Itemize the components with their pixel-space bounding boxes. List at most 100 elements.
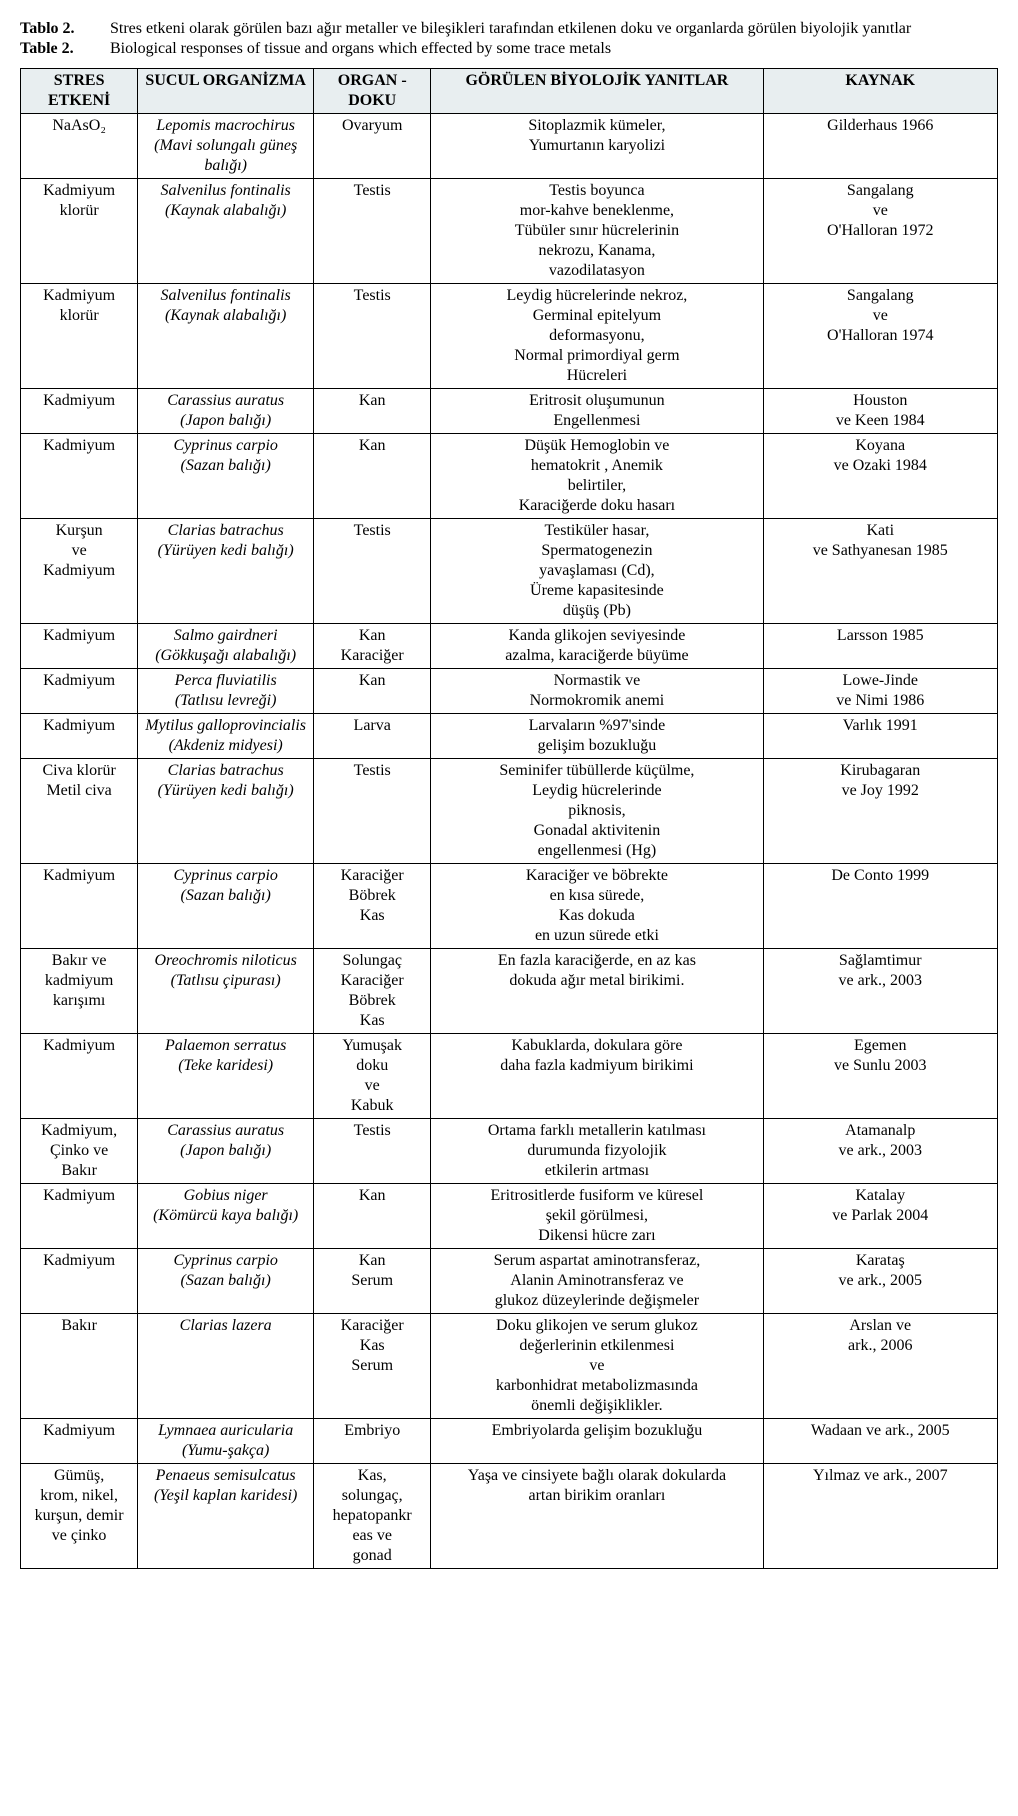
cell-organism: Palaemon serratus(Teke karidesi) (138, 1034, 314, 1119)
organism-common: (Mavi solungalı güneş balığı) (154, 137, 297, 174)
organism-scientific: Carassius auratus (167, 392, 284, 409)
cell-stress: KurşunveKadmiyum (21, 519, 138, 624)
column-header: KAYNAK (763, 69, 998, 114)
table-row: Kadmiyum klorür Salvenilus fontinalis (Kay… (21, 179, 998, 284)
cell-organ: KanSerum (314, 1249, 431, 1314)
table-header-row: STRES ETKENİSUCUL ORGANİZMAORGAN - DOKUG… (21, 69, 998, 114)
table-row: KadmiyumSalmo gairdneri(Gökkuşağı alabal… (21, 624, 998, 669)
organism-scientific: Oreochromis niloticus (154, 952, 296, 969)
column-header: GÖRÜLEN BİYOLOJİK YANITLAR (431, 69, 763, 114)
cell-response: Sitoplazmik kümeler,Yumurtanın karyolizi (431, 114, 763, 179)
cell-organ: Kan (314, 669, 431, 714)
cell-response: Karaciğer ve böbrekteen kısa sürede,Kas … (431, 864, 763, 949)
cell-organ: KaraciğerKasSerum (314, 1314, 431, 1419)
table-row: KadmiyumPerca fluviatilis(Tatlısu levreğ… (21, 669, 998, 714)
table-head: STRES ETKENİSUCUL ORGANİZMAORGAN - DOKUG… (21, 69, 998, 114)
cell-stress: Kadmiyum (21, 434, 138, 519)
organism-scientific: Cyprinus carpio (173, 867, 277, 884)
cell-organ: Ovaryum (314, 114, 431, 179)
table-row: NaAsO₂ Lepomis macrochirus (Mavi solungalı… (21, 114, 998, 179)
organism-common: (Tatlısu levreği) (175, 692, 276, 709)
organism-common: (Kaynak alabalığı) (165, 202, 286, 219)
cell-organ: YumuşakdokuveKabuk (314, 1034, 431, 1119)
cell-stress: Kadmiyum (21, 1249, 138, 1314)
table-row: Kadmiyum Cyprinus carpio (Sazan balığı) Kan… (21, 1249, 998, 1314)
cell-source: Houstonve Keen 1984 (763, 389, 998, 434)
cell-stress: Kadmiyum klorür (21, 179, 138, 284)
cell-stress: NaAsO₂ (21, 114, 138, 179)
caption-label: Table 2. (20, 40, 110, 58)
column-header: ORGAN - DOKU (314, 69, 431, 114)
cell-organ: Embriyo (314, 1419, 431, 1464)
cell-response: Eritrosit oluşumununEngellenmesi (431, 389, 763, 434)
cell-organism: Salvenilus fontinalis (Kaynak alabalığı) (138, 179, 314, 284)
cell-response: Embriyolarda gelişim bozukluğu (431, 1419, 763, 1464)
cell-response: Testiküler hasar,Spermatogenezinyavaşlam… (431, 519, 763, 624)
table-row: Bakır vekadmiyumkarışımı Oreochromis nilo… (21, 949, 998, 1034)
table-row: Kadmiyum klorürSalvenilus fontinalis(Kay… (21, 284, 998, 389)
cell-source: Sağlamtimurve ark., 2003 (763, 949, 998, 1034)
table-row: KadmiyumMytilus galloprovincialis(Akdeni… (21, 714, 998, 759)
cell-stress: Bakır vekadmiyumkarışımı (21, 949, 138, 1034)
cell-organ: Larva (314, 714, 431, 759)
organism-scientific: Salvenilus fontinalis (161, 287, 291, 304)
organism-scientific: Palaemon serratus (165, 1037, 286, 1054)
cell-stress: Kadmiyum (21, 669, 138, 714)
organism-common: (Sazan balığı) (181, 457, 271, 474)
cell-organism: Gobius niger (Kömürcü kaya balığı) (138, 1184, 314, 1249)
cell-organism: Cyprinus carpio (Sazan balığı) (138, 864, 314, 949)
cell-organ: KanKaraciğer (314, 624, 431, 669)
table-row: Gümüş,krom, nikel,kurşun, demirve çinkoP… (21, 1464, 998, 1569)
organism-common: (Tatlısu çipurası) (171, 972, 281, 989)
cell-response: Serum aspartat aminotransferaz,Alanin Am… (431, 1249, 763, 1314)
cell-organ: Testis (314, 284, 431, 389)
organism-scientific: Salmo gairdneri (174, 627, 278, 644)
cell-source: Wadaan ve ark., 2005 (763, 1419, 998, 1464)
cell-stress: Kadmiyum (21, 1419, 138, 1464)
organism-common: (Kömürcü kaya balığı) (153, 1207, 298, 1224)
cell-organ: Kan (314, 434, 431, 519)
cell-response: Kabuklarda, dokulara göredaha fazla kadm… (431, 1034, 763, 1119)
cell-stress: Kadmiyum (21, 714, 138, 759)
cell-response: Yaşa ve cinsiyete bağlı olarak dokularda… (431, 1464, 763, 1569)
cell-organ: Testis (314, 1119, 431, 1184)
table-row: KadmiyumGobius niger(Kömürcü kaya balığı… (21, 1184, 998, 1249)
cell-source: Yılmaz ve ark., 2007 (763, 1464, 998, 1569)
organism-scientific: Cyprinus carpio (173, 437, 277, 454)
cell-source: Atamanalpve ark., 2003 (763, 1119, 998, 1184)
organism-common: (Sazan balığı) (181, 887, 271, 904)
cell-response: Testis boyuncamor-kahve beneklenme,Tübül… (431, 179, 763, 284)
organism-scientific: Cyprinus carpio (173, 1252, 277, 1269)
cell-source: Katalayve Parlak 2004 (763, 1184, 998, 1249)
organism-scientific: Clarias lazera (180, 1317, 272, 1334)
organism-scientific: Lepomis macrochirus (156, 117, 295, 134)
organism-common: (Yürüyen kedi balığı) (158, 542, 294, 559)
table-row: BakırClarias lazeraKaraciğerKasSerumDoku… (21, 1314, 998, 1419)
organism-common: (Yeşil kaplan karidesi) (154, 1487, 297, 1504)
cell-source: Gilderhaus 1966 (763, 114, 998, 179)
cell-organ: Testis (314, 519, 431, 624)
organism-scientific: Gobius niger (184, 1187, 268, 1204)
cell-organ: Testis (314, 179, 431, 284)
cell-response: Seminifer tübüllerde küçülme,Leydig hücr… (431, 759, 763, 864)
cell-response: En fazla karaciğerde, en az kasdokuda ağ… (431, 949, 763, 1034)
cell-organism: Clarias lazera (138, 1314, 314, 1419)
table-row: Kadmiyum,Çinko veBakırCarassius auratus(… (21, 1119, 998, 1184)
organism-common: (Sazan balığı) (181, 1272, 271, 1289)
organism-common: (Kaynak alabalığı) (165, 307, 286, 324)
table-body: NaAsO₂ Lepomis macrochirus (Mavi solungalı… (21, 114, 998, 1569)
cell-response: Kanda glikojen seviyesindeazalma, karaci… (431, 624, 763, 669)
cell-response: Leydig hücrelerinde nekroz,Germinal epit… (431, 284, 763, 389)
cell-response: Düşük Hemoglobin vehematokrit , Anemikbe… (431, 434, 763, 519)
cell-organism: Mytilus galloprovincialis(Akdeniz midyes… (138, 714, 314, 759)
cell-source: Lowe-Jindeve Nimi 1986 (763, 669, 998, 714)
cell-stress: Kadmiyum (21, 389, 138, 434)
cell-stress: Kadmiyum (21, 624, 138, 669)
cell-organism: Salvenilus fontinalis (Kaynak alabalığı) (138, 284, 314, 389)
table-row: KadmiyumPalaemon serratus(Teke karidesi)… (21, 1034, 998, 1119)
table-row: KadmiyumCyprinus carpio(Sazan balığı)Kar… (21, 864, 998, 949)
cell-organism: Perca fluviatilis(Tatlısu levreği) (138, 669, 314, 714)
data-table: STRES ETKENİSUCUL ORGANİZMAORGAN - DOKUG… (20, 68, 998, 1569)
organism-scientific: Salvenilus fontinalis (161, 182, 291, 199)
cell-stress: Civa klorürMetil civa (21, 759, 138, 864)
